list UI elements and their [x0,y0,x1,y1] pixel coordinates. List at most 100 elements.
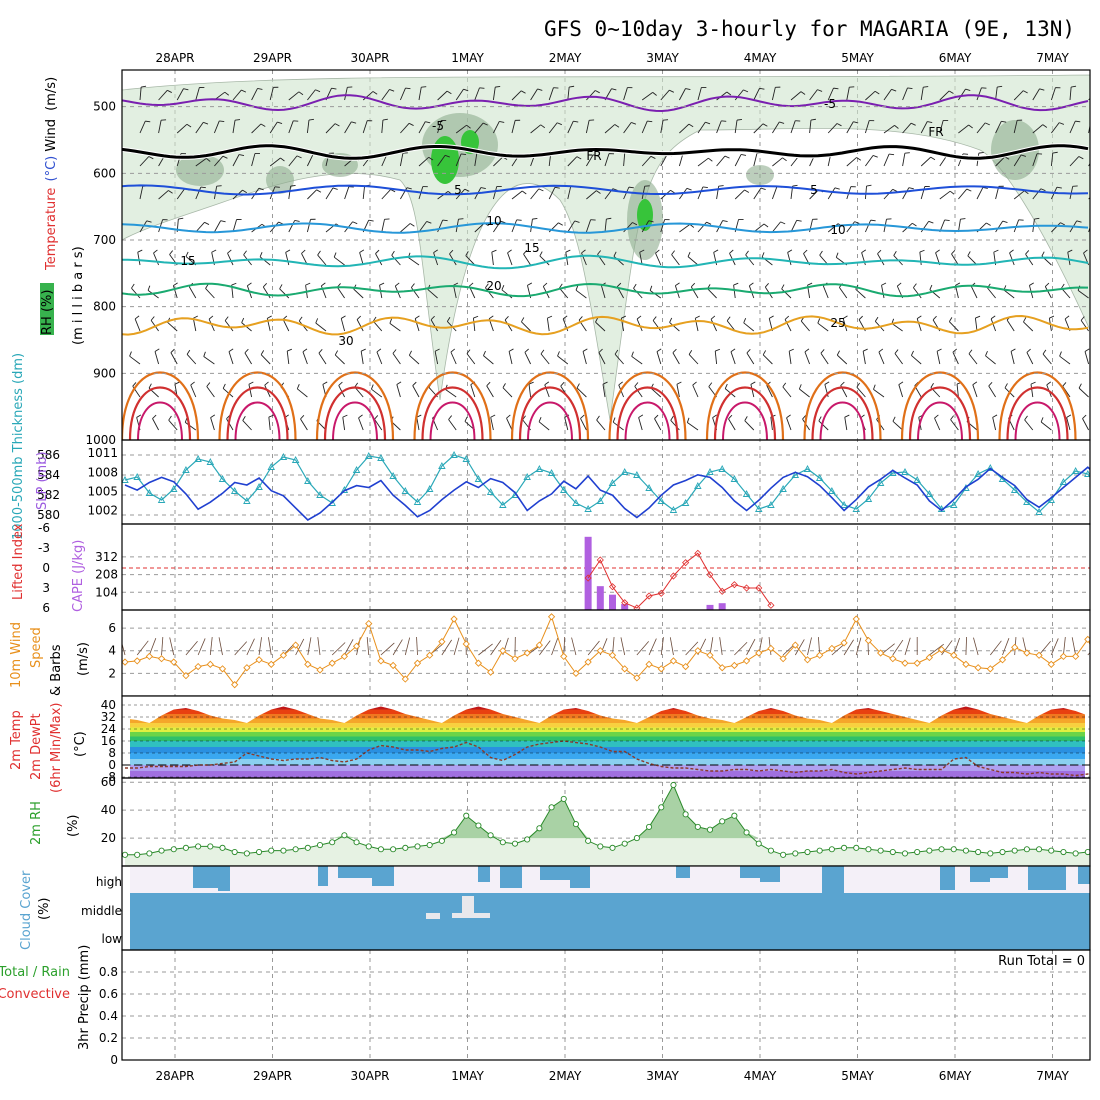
rh-marker [865,846,872,853]
thickness-marker [828,487,836,494]
wind-barb-flag [908,187,914,190]
wind10m-barb [416,637,418,656]
wind-barb-flag [929,284,933,290]
wind-barb [506,418,513,431]
wind-barb-flag [234,119,241,121]
temp-tick: 24 [101,722,116,736]
rh-legend-label: RH (%) [40,290,55,335]
temp-ylabel-4: (°C) [73,731,88,757]
wind-barb [414,318,420,332]
wind-barb [359,252,364,266]
rh2m-markers [122,781,1090,858]
wind-barb-flag [965,88,971,92]
wind-marker [474,659,483,667]
wind-barb-flag [558,222,563,226]
isotherm-line [122,314,1089,336]
wind-barb [604,124,616,134]
wind-barb-flag [892,188,898,192]
wind-barb-flag [1024,415,1028,421]
wind-barb-flag [1046,381,1052,386]
wind-barb [450,351,457,365]
wind-barb [344,186,350,200]
wind-barb-flag [137,249,143,253]
wind-barb-flag [1010,348,1016,352]
wind-barb [399,87,406,101]
wind-barb-flag [960,218,966,220]
thickness-marker [352,466,361,473]
rh-marker [414,843,421,850]
wind-barb [1042,353,1052,365]
rh-marker [231,848,238,856]
wind-barb [530,124,541,134]
wind-barb [679,223,691,233]
wind-barb-flag [222,383,226,389]
thickness-marker [1084,470,1090,477]
rh-marker [243,850,250,857]
lifted-marker [657,589,665,597]
lifted-marker [706,571,714,579]
wind-marker [450,615,458,623]
wind-barb [1044,286,1052,299]
wind-barb-flag [150,316,155,321]
wind-barb [400,123,410,134]
wind-barb-flag [949,190,955,195]
wind-barb-flag [573,120,579,123]
wind-barb [1080,320,1089,332]
wind10m-barb [539,640,551,656]
wind-barb [508,351,513,365]
wind-barb-flag [277,121,283,125]
wind-barb [195,157,207,167]
wind-barb-flag [203,351,206,357]
wind-barb [297,388,308,398]
wind-barb-flag [1095,155,1100,156]
wind-barb-flag [836,123,842,127]
wind-marker [547,613,556,621]
lifted-marker [694,549,702,557]
rh-marker [377,846,384,853]
wind-barb-flag [375,249,380,254]
wind-barb-flag [464,416,468,422]
surface-isotherm-arc [616,386,679,440]
wind-barb [911,355,922,365]
wind-barb [474,153,478,167]
rh-marker [1048,847,1055,854]
surface-isotherm-arc [137,401,183,440]
wind-barb-flag [334,123,340,127]
wind-barb [772,221,781,233]
wind-barb [697,157,709,167]
thickness-marker [584,505,592,512]
thickness-marker [754,505,763,512]
rh-marker [792,850,799,857]
rh-marker [755,840,762,847]
wind-barb [883,124,895,134]
wind-barb-flag [1059,351,1062,357]
thickness-tick: 584 [37,468,60,482]
svg-text:Temperature (°C): Temperature (°C) Wind (m/s) [44,77,59,271]
rh-marker [743,829,750,836]
wind-barb [381,189,391,200]
surface-isotherm-arc [413,371,492,440]
thickness-marker [535,465,544,472]
wind-barb [158,120,162,134]
wind10m-axis: 6 4 2 [108,621,116,680]
wind-barb [688,354,699,365]
wind-barb [865,155,874,167]
temp-color-band [130,736,1085,741]
precip-tick: 0.4 [99,1009,118,1023]
wind-barb [602,384,606,398]
rh-marker [365,843,372,850]
wind-barb [951,253,959,266]
wind-barb-flag [988,381,993,387]
wind-barb [920,121,928,134]
rh-high-shade [991,120,1039,180]
wind10m-barb [478,643,493,656]
wind-barb-flag [1052,151,1058,154]
wind-marker [572,669,580,678]
wind-marker [974,664,982,672]
wind-barb-flag [1026,348,1031,353]
wind-barb [697,221,707,233]
wind-barb-flag [782,157,787,162]
wind-barb [358,417,364,431]
wind-barb [958,124,969,134]
